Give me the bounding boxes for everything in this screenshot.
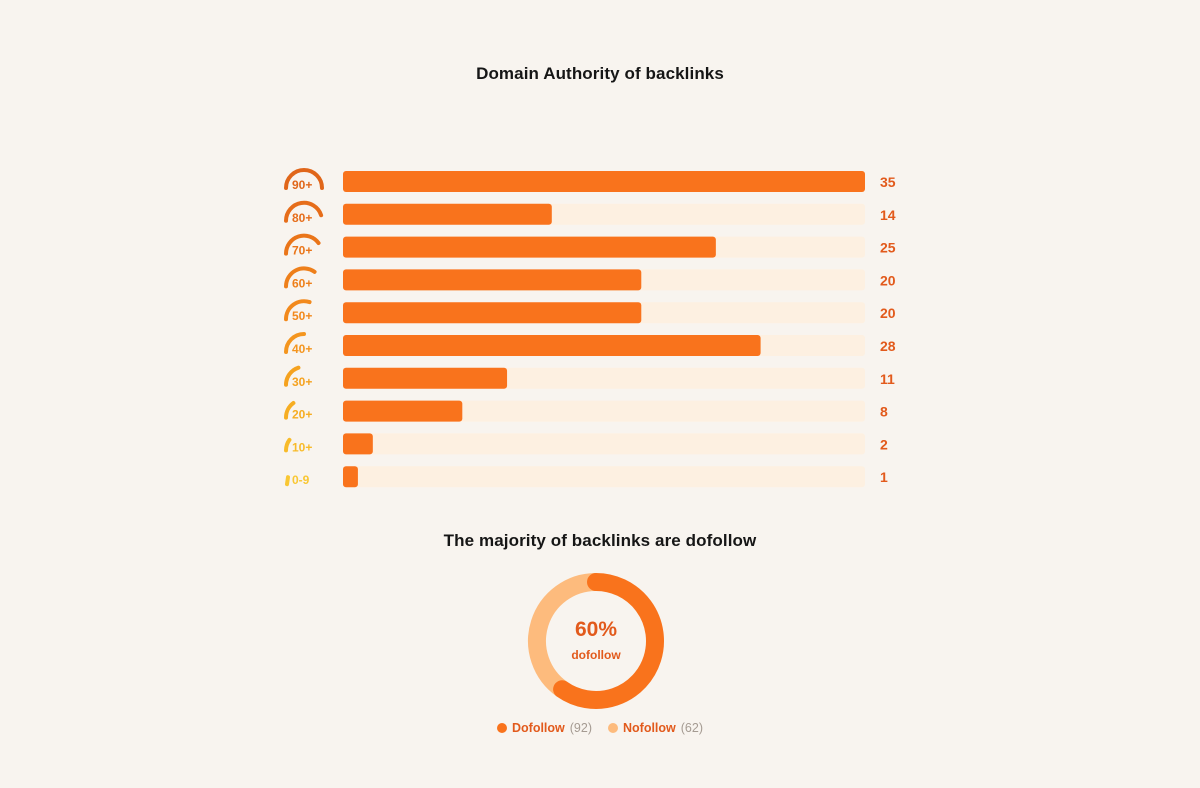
bar: [343, 466, 358, 488]
donut-legend: Dofollow (92) Nofollow (62): [0, 721, 1200, 735]
category-label: 90+: [292, 178, 312, 192]
dofollow-donut-chart: [528, 573, 664, 709]
donut-center-label: dofollow: [571, 648, 621, 662]
gauge-arc-icon: [285, 475, 290, 487]
bar: [343, 236, 716, 258]
value-label: 35: [880, 174, 896, 190]
bar-track: [343, 466, 865, 488]
bar: [343, 400, 463, 422]
bar: [343, 171, 865, 192]
legend-item-nofollow: Nofollow (62): [608, 721, 703, 735]
bar: [343, 433, 373, 455]
category-label: 60+: [292, 276, 312, 290]
gauge-arc-icon: [284, 299, 312, 322]
gauge-arc-icon: [284, 200, 324, 223]
legend-label: Nofollow: [623, 721, 676, 735]
bar: [343, 335, 761, 356]
category-label: 10+: [292, 440, 312, 454]
gauge-arc-icon: [284, 233, 321, 256]
value-label: 25: [880, 240, 896, 256]
value-label: 8: [880, 404, 888, 420]
legend-item-dofollow: Dofollow (92): [497, 721, 592, 735]
value-label: 20: [880, 272, 896, 288]
bar: [343, 203, 552, 225]
category-label: 20+: [292, 408, 312, 422]
bar: [343, 302, 642, 324]
category-label: 40+: [292, 342, 312, 356]
gauge-arc-icon: [284, 332, 306, 354]
value-label: 20: [880, 305, 896, 321]
legend-label: Dofollow: [512, 721, 565, 735]
category-label: 0-9: [292, 473, 310, 487]
donut-slice-dofollow: [553, 573, 664, 709]
value-label: 1: [880, 469, 888, 485]
category-label: 70+: [292, 244, 312, 258]
legend-swatch-dofollow: [497, 723, 507, 733]
donut-chart-title: The majority of backlinks are dofollow: [443, 531, 757, 550]
category-label: 30+: [292, 375, 312, 389]
value-label: 11: [880, 371, 895, 387]
legend-count: (92): [569, 721, 592, 735]
gauge-arc-icon: [284, 266, 317, 289]
bar-chart-title: Domain Authority of backlinks: [476, 64, 724, 83]
gauge-arc-icon: [284, 437, 292, 453]
bar-track: [343, 400, 865, 422]
value-label: 14: [880, 207, 896, 223]
gauge-arc-icon: [284, 365, 301, 387]
donut-center-value: 60%: [574, 618, 618, 641]
gauge-arc-icon: [284, 401, 296, 420]
donut-center: 60% dofollow: [527, 572, 665, 710]
value-label: 2: [880, 436, 888, 452]
category-label: 80+: [292, 211, 312, 225]
category-label: 50+: [292, 309, 312, 323]
value-label: 28: [880, 338, 896, 354]
legend-count: (62): [680, 721, 703, 735]
bar: [343, 367, 508, 389]
domain-authority-bar-chart: 90+ 35 80+ 14 70+ 25 60+ 20 50+ 20 40+ 28 30+ 11 20+ 8 1…: [284, 168, 896, 488]
legend-swatch-nofollow: [608, 723, 618, 733]
donut-slice-nofollow: [528, 573, 597, 697]
bar-track: [343, 433, 865, 455]
gauge-arc-icon: [284, 168, 324, 190]
bar: [343, 269, 642, 291]
